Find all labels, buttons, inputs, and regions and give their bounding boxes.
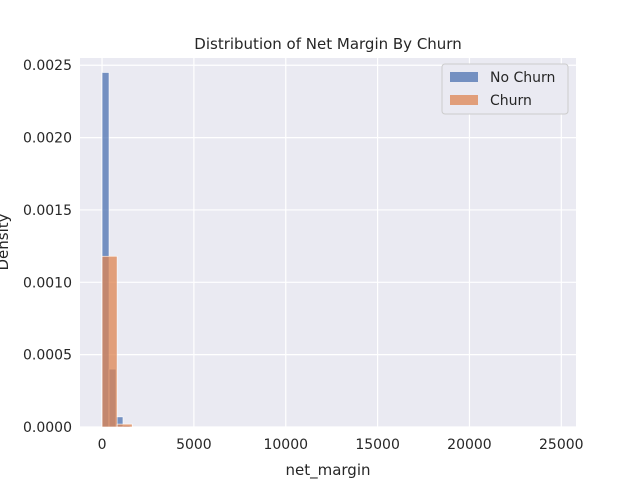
y-tick-label-5: 0.0025 xyxy=(23,58,72,74)
y-tick-label-0: 0.0000 xyxy=(23,420,72,436)
x-tick-label-3: 15000 xyxy=(355,437,400,453)
bar-series-1-bin-0 xyxy=(102,256,117,427)
legend-label-no-churn: No Churn xyxy=(490,70,555,86)
y-axis-label: Density xyxy=(0,213,12,270)
legend-swatch-no-churn xyxy=(450,72,478,82)
legend-label-churn: Churn xyxy=(490,93,532,109)
x-tick-label-0: 0 xyxy=(98,437,107,453)
x-axis-label: net_margin xyxy=(285,461,370,480)
y-tick-label-3: 0.0015 xyxy=(23,203,72,219)
bar-series-1-bin-1 xyxy=(117,424,132,427)
x-tick-label-2: 10000 xyxy=(263,437,308,453)
legend-swatch-churn xyxy=(450,95,478,105)
y-tick-label-4: 0.0020 xyxy=(23,131,72,147)
y-tick-labels: 0.0000 0.0005 0.0010 0.0015 0.0020 0.0025 xyxy=(23,58,72,436)
legend: No Churn Churn xyxy=(442,64,568,114)
y-tick-label-2: 0.0010 xyxy=(23,275,72,291)
x-tick-label-1: 5000 xyxy=(176,437,212,453)
y-tick-label-1: 0.0005 xyxy=(23,348,72,364)
x-tick-labels: 0 5000 10000 15000 20000 25000 xyxy=(98,437,584,453)
x-tick-label-5: 25000 xyxy=(539,437,584,453)
chart-title: Distribution of Net Margin By Churn xyxy=(194,35,461,53)
x-tick-label-4: 20000 xyxy=(447,437,492,453)
